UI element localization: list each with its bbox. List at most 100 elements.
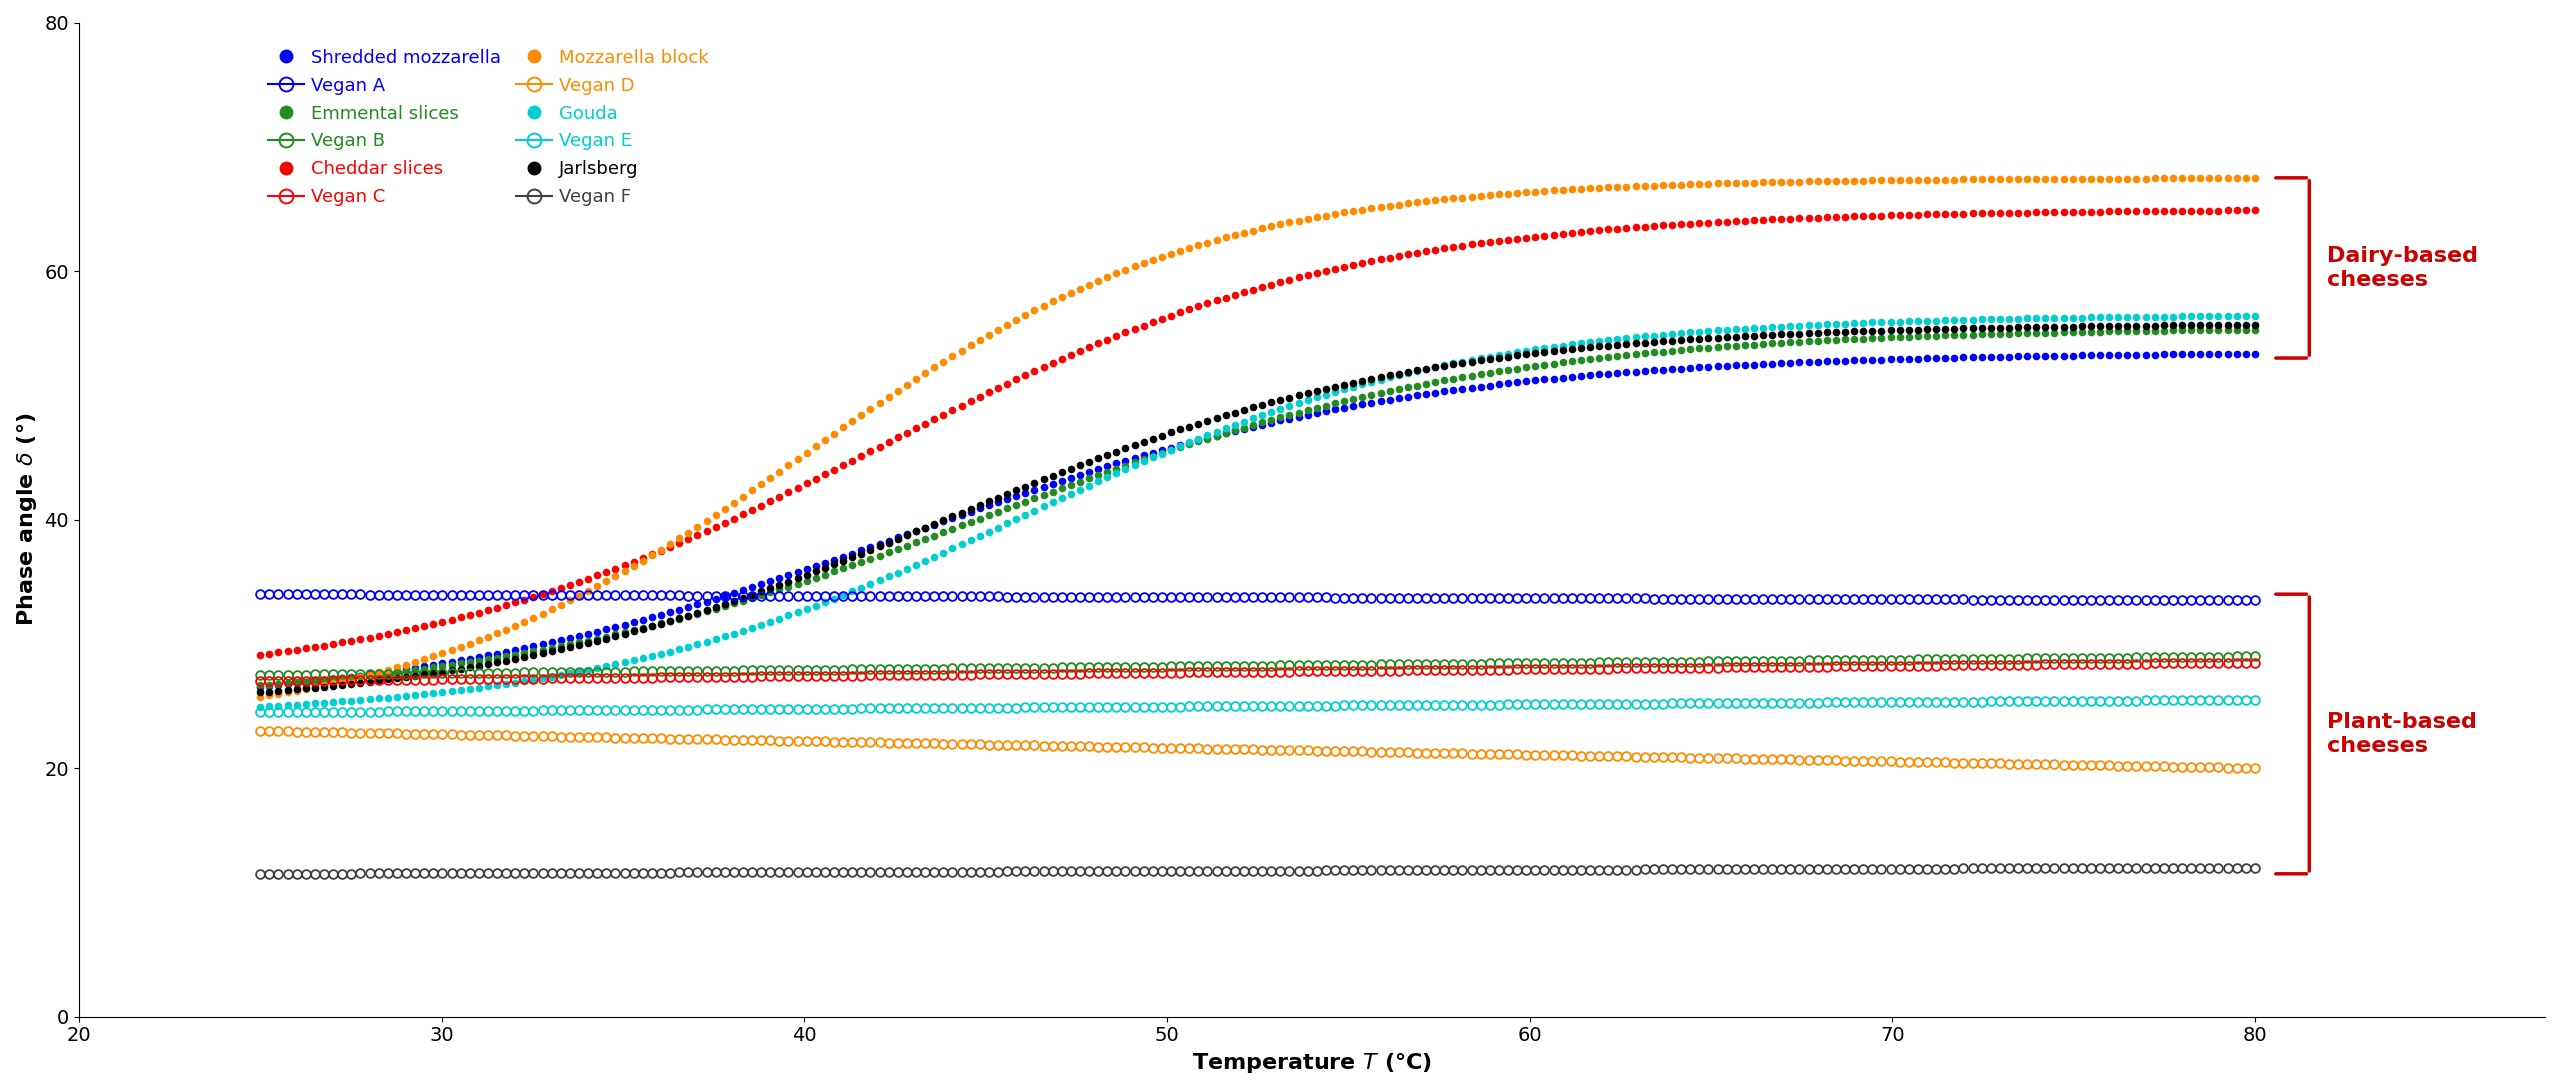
Vegan E [2240,693,2271,706]
Vegan F [2030,862,2061,875]
Jarlsberg [791,568,822,581]
Line: Shredded mozzarella: Shredded mozzarella [256,350,2258,690]
Vegan D [1311,744,1341,758]
Jarlsberg [1930,323,1961,336]
Vegan D [2030,758,2061,771]
Mozzarella block [1930,173,1961,186]
Text: Plant-based
cheeses: Plant-based cheeses [2327,713,2478,755]
Vegan D [246,725,276,738]
Gouda [827,589,858,602]
Vegan A [1311,591,1341,604]
Emmental slices [2240,323,2271,336]
Cheddar slices [2240,204,2271,217]
Vegan C [2240,656,2271,669]
Vegan A [1930,593,1961,606]
Vegan B [791,664,822,677]
Vegan F [2240,861,2271,874]
Line: Vegan C: Vegan C [256,658,2260,686]
Gouda [1311,388,1341,401]
Vegan A [2240,594,2271,607]
Legend: Shredded mozzarella, Vegan A, Emmental slices, Vegan B, Cheddar slices, Vegan C,: Shredded mozzarella, Vegan A, Emmental s… [261,41,717,214]
Cheddar slices [1994,206,2025,219]
Vegan C [1930,658,1961,671]
Gouda [246,700,276,713]
Jarlsberg [1311,383,1341,396]
Emmental slices [791,574,822,588]
Vegan B [2240,650,2271,663]
Vegan F [1311,864,1341,877]
Vegan D [1994,758,2025,771]
Text: Dairy-based
cheeses: Dairy-based cheeses [2327,246,2478,290]
Vegan E [791,702,822,715]
Shredded mozzarella [1994,350,2025,363]
Line: Emmental slices: Emmental slices [256,326,2258,689]
Vegan D [1930,755,1961,768]
Shredded mozzarella [1311,404,1341,417]
Shredded mozzarella [1930,351,1961,364]
Vegan C [246,675,276,688]
Line: Vegan D: Vegan D [256,727,2260,773]
Vegan B [1930,653,1961,666]
Vegan A [2030,593,2061,606]
Vegan B [2030,652,2061,665]
Shredded mozzarella [246,680,276,693]
Vegan E [246,705,276,718]
Line: Cheddar slices: Cheddar slices [256,206,2258,658]
Emmental slices [1994,327,2025,340]
Cheddar slices [791,477,822,490]
Y-axis label: Phase angle $\delta$ (°): Phase angle $\delta$ (°) [15,413,38,627]
Vegan D [2240,762,2271,775]
Vegan F [246,868,276,881]
Mozzarella block [246,690,276,703]
Line: Jarlsberg: Jarlsberg [256,320,2258,697]
Vegan A [1994,593,2025,606]
Jarlsberg [2030,320,2061,334]
Line: Gouda: Gouda [256,312,2258,711]
Mozzarella block [827,421,858,434]
Line: Vegan A: Vegan A [256,590,2260,605]
Vegan E [1994,694,2025,707]
Vegan B [246,668,276,681]
Emmental slices [1930,329,1961,342]
Gouda [2240,310,2271,323]
Jarlsberg [827,555,858,568]
Vegan F [1994,862,2025,875]
Vegan D [791,735,822,748]
Line: Vegan F: Vegan F [256,863,2260,879]
Line: Mozzarella block: Mozzarella block [256,174,2258,701]
Cheddar slices [1311,265,1341,278]
Vegan E [2030,694,2061,707]
Gouda [1930,314,1961,327]
Emmental slices [2030,326,2061,339]
Emmental slices [827,561,858,574]
Shredded mozzarella [2240,347,2271,360]
Vegan A [791,590,822,603]
Vegan B [827,663,858,676]
Vegan B [1311,658,1341,671]
Cheddar slices [1930,207,1961,220]
Emmental slices [1311,399,1341,412]
Vegan C [791,669,822,682]
X-axis label: Temperature $\mathit{T}$ (°C): Temperature $\mathit{T}$ (°C) [1193,1051,1431,1075]
Vegan F [827,865,858,879]
Cheddar slices [827,459,858,472]
Mozzarella block [1311,209,1341,222]
Shredded mozzarella [827,550,858,564]
Jarlsberg [1994,322,2025,335]
Vegan B [1994,652,2025,665]
Jarlsberg [2240,318,2271,331]
Cheddar slices [2030,206,2061,219]
Vegan F [791,865,822,879]
Emmental slices [246,679,276,692]
Vegan E [1311,699,1341,712]
Mozzarella block [2030,172,2061,185]
Vegan A [246,588,276,601]
Gouda [1994,313,2025,326]
Vegan C [827,669,858,682]
Line: Vegan B: Vegan B [256,652,2260,679]
Mozzarella block [2240,172,2271,185]
Cheddar slices [246,649,276,662]
Line: Vegan E: Vegan E [256,695,2260,716]
Shredded mozzarella [2030,350,2061,363]
Jarlsberg [246,686,276,699]
